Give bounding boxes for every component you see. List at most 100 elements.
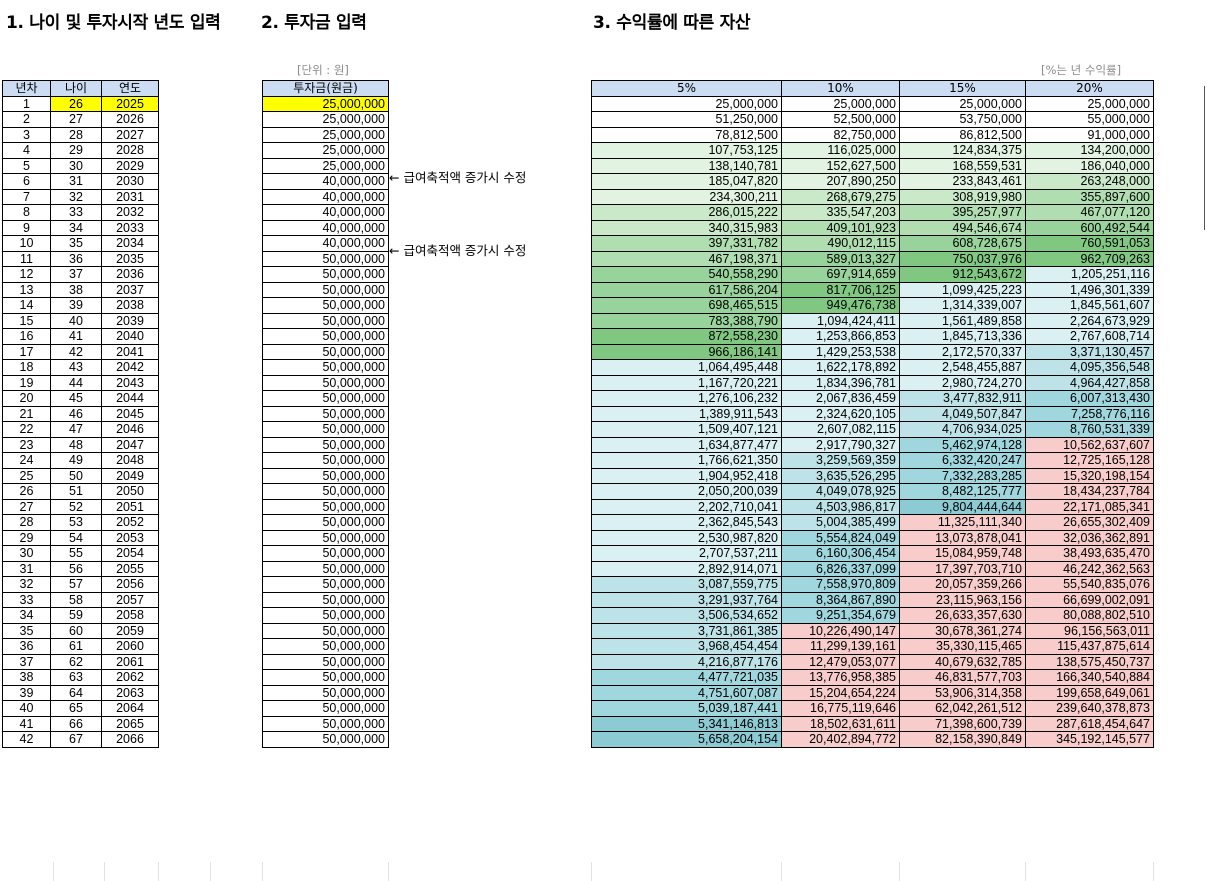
cell-principal[interactable]: 50,000,000 <box>262 529 389 546</box>
table-row: 872,558,230 1,253,866,853 1,845,713,336 2,7… <box>591 328 1154 345</box>
cell-principal[interactable]: 50,000,000 <box>262 281 389 298</box>
cell-principal[interactable]: 50,000,000 <box>262 653 389 670</box>
table-row: 50,000,000 <box>262 731 389 748</box>
cell-principal[interactable]: 50,000,000 <box>262 328 389 345</box>
cell-principal[interactable]: 50,000,000 <box>262 498 389 515</box>
cell-principal[interactable]: 40,000,000 <box>262 219 389 236</box>
cell-principal[interactable]: 50,000,000 <box>262 684 389 701</box>
table-row: 19 44 2043 <box>2 374 159 391</box>
cell-year-index: 31 <box>2 560 51 577</box>
cell-asset-rate-5: 3,291,937,764 <box>591 591 782 608</box>
table-row: 5,658,204,154 20,402,894,772 82,158,390,84… <box>591 731 1154 748</box>
cell-principal[interactable]: 50,000,000 <box>262 715 389 732</box>
table-row: 50,000,000 <box>262 653 389 670</box>
cell-asset-rate-5: 698,465,515 <box>591 297 782 314</box>
cell-asset-rate-10: 2,067,836,459 <box>781 390 900 407</box>
age-year-table: 년차 나이 연도 1 26 2025 2 27 2026 3 28 2027 4 29 2028 5 30… <box>2 80 159 748</box>
cell-year[interactable]: 2025 <box>101 95 159 112</box>
table-row: 50,000,000 <box>262 560 389 577</box>
column-header-rate-15: 15% <box>899 80 1026 97</box>
cell-principal[interactable]: 50,000,000 <box>262 731 389 748</box>
table-row: 50,000,000 <box>262 669 389 686</box>
cell-principal[interactable]: 50,000,000 <box>262 250 389 267</box>
cell-principal[interactable]: 25,000,000 <box>262 95 389 112</box>
cell-year-index: 17 <box>2 343 51 360</box>
cell-asset-rate-15: 86,812,500 <box>899 126 1026 143</box>
table-row: 185,047,820 207,890,250 233,843,461 263,248… <box>591 173 1154 190</box>
cell-year-index: 2 <box>2 111 51 128</box>
cell-asset-rate-5: 467,198,371 <box>591 250 782 267</box>
cell-principal[interactable]: 50,000,000 <box>262 390 389 407</box>
cell-age: 50 <box>50 467 102 484</box>
cell-principal[interactable]: 50,000,000 <box>262 452 389 469</box>
table-row: 34 59 2058 <box>2 607 159 624</box>
cell-principal[interactable]: 50,000,000 <box>262 545 389 562</box>
cell-age: 34 <box>50 219 102 236</box>
cell-asset-rate-5: 5,341,146,813 <box>591 715 782 732</box>
cell-asset-rate-10: 16,775,119,646 <box>781 700 900 717</box>
cell-age[interactable]: 26 <box>50 95 102 112</box>
cell-year-index: 26 <box>2 483 51 500</box>
cell-asset-rate-5: 5,039,187,441 <box>591 700 782 717</box>
cell-principal[interactable]: 40,000,000 <box>262 204 389 221</box>
cell-principal[interactable]: 50,000,000 <box>262 483 389 500</box>
cell-asset-rate-15: 46,831,577,703 <box>899 669 1026 686</box>
cell-principal[interactable]: 50,000,000 <box>262 669 389 686</box>
table-row: 234,300,211 268,679,275 308,919,980 355,897… <box>591 188 1154 205</box>
cell-year: 2040 <box>101 328 159 345</box>
cell-principal[interactable]: 50,000,000 <box>262 591 389 608</box>
cell-principal[interactable]: 50,000,000 <box>262 436 389 453</box>
cell-principal[interactable]: 50,000,000 <box>262 607 389 624</box>
cell-principal[interactable]: 50,000,000 <box>262 359 389 376</box>
cell-asset-rate-15: 26,633,357,630 <box>899 607 1026 624</box>
cell-principal[interactable]: 50,000,000 <box>262 467 389 484</box>
cell-asset-rate-10: 1,834,396,781 <box>781 374 900 391</box>
cell-principal[interactable]: 40,000,000 <box>262 188 389 205</box>
cell-asset-rate-5: 783,388,790 <box>591 312 782 329</box>
cell-year-index: 11 <box>2 250 51 267</box>
table-row: 50,000,000 <box>262 467 389 484</box>
invest-unit-label: [단위 : 원] <box>297 63 349 77</box>
cell-asset-rate-5: 234,300,211 <box>591 188 782 205</box>
cell-principal[interactable]: 25,000,000 <box>262 111 389 128</box>
cell-asset-rate-5: 78,812,500 <box>591 126 782 143</box>
cell-principal[interactable]: 50,000,000 <box>262 638 389 655</box>
cell-principal[interactable]: 25,000,000 <box>262 126 389 143</box>
cell-asset-rate-10: 18,502,631,611 <box>781 715 900 732</box>
table-row: 397,331,782 490,012,115 608,728,675 760,591… <box>591 235 1154 252</box>
cell-principal[interactable]: 25,000,000 <box>262 142 389 159</box>
cell-age: 65 <box>50 700 102 717</box>
cell-principal[interactable]: 50,000,000 <box>262 622 389 639</box>
cell-principal[interactable]: 50,000,000 <box>262 405 389 422</box>
cell-principal[interactable]: 50,000,000 <box>262 576 389 593</box>
cell-asset-rate-15: 71,398,600,739 <box>899 715 1026 732</box>
cell-principal[interactable]: 50,000,000 <box>262 343 389 360</box>
cell-asset-rate-5: 25,000,000 <box>591 95 782 112</box>
cell-principal[interactable]: 50,000,000 <box>262 297 389 314</box>
cell-principal[interactable]: 25,000,000 <box>262 157 389 174</box>
cell-principal[interactable]: 40,000,000 <box>262 173 389 190</box>
table-row: 12 37 2036 <box>2 266 159 283</box>
cell-year-index: 38 <box>2 669 51 686</box>
cell-principal[interactable]: 50,000,000 <box>262 266 389 283</box>
cell-principal[interactable]: 50,000,000 <box>262 421 389 438</box>
cell-asset-rate-15: 5,462,974,128 <box>899 436 1026 453</box>
cell-principal[interactable]: 50,000,000 <box>262 312 389 329</box>
cell-asset-rate-20: 287,618,454,647 <box>1025 715 1154 732</box>
cell-principal[interactable]: 50,000,000 <box>262 700 389 717</box>
table-row: 25,000,000 <box>262 142 389 159</box>
table-row: 3,968,454,454 11,299,139,161 35,330,115,46… <box>591 638 1154 655</box>
cell-age: 58 <box>50 591 102 608</box>
cell-asset-rate-15: 1,845,713,336 <box>899 328 1026 345</box>
cell-principal[interactable]: 50,000,000 <box>262 560 389 577</box>
table-row: 23 48 2047 <box>2 436 159 453</box>
cell-principal[interactable]: 50,000,000 <box>262 374 389 391</box>
cell-year-index: 34 <box>2 607 51 624</box>
cell-asset-rate-15: 1,099,425,223 <box>899 281 1026 298</box>
cell-year: 2054 <box>101 545 159 562</box>
cell-year: 2064 <box>101 700 159 717</box>
cell-asset-rate-5: 1,276,106,232 <box>591 390 782 407</box>
cell-asset-rate-20: 55,000,000 <box>1025 111 1154 128</box>
cell-principal[interactable]: 50,000,000 <box>262 514 389 531</box>
cell-principal[interactable]: 40,000,000 <box>262 235 389 252</box>
